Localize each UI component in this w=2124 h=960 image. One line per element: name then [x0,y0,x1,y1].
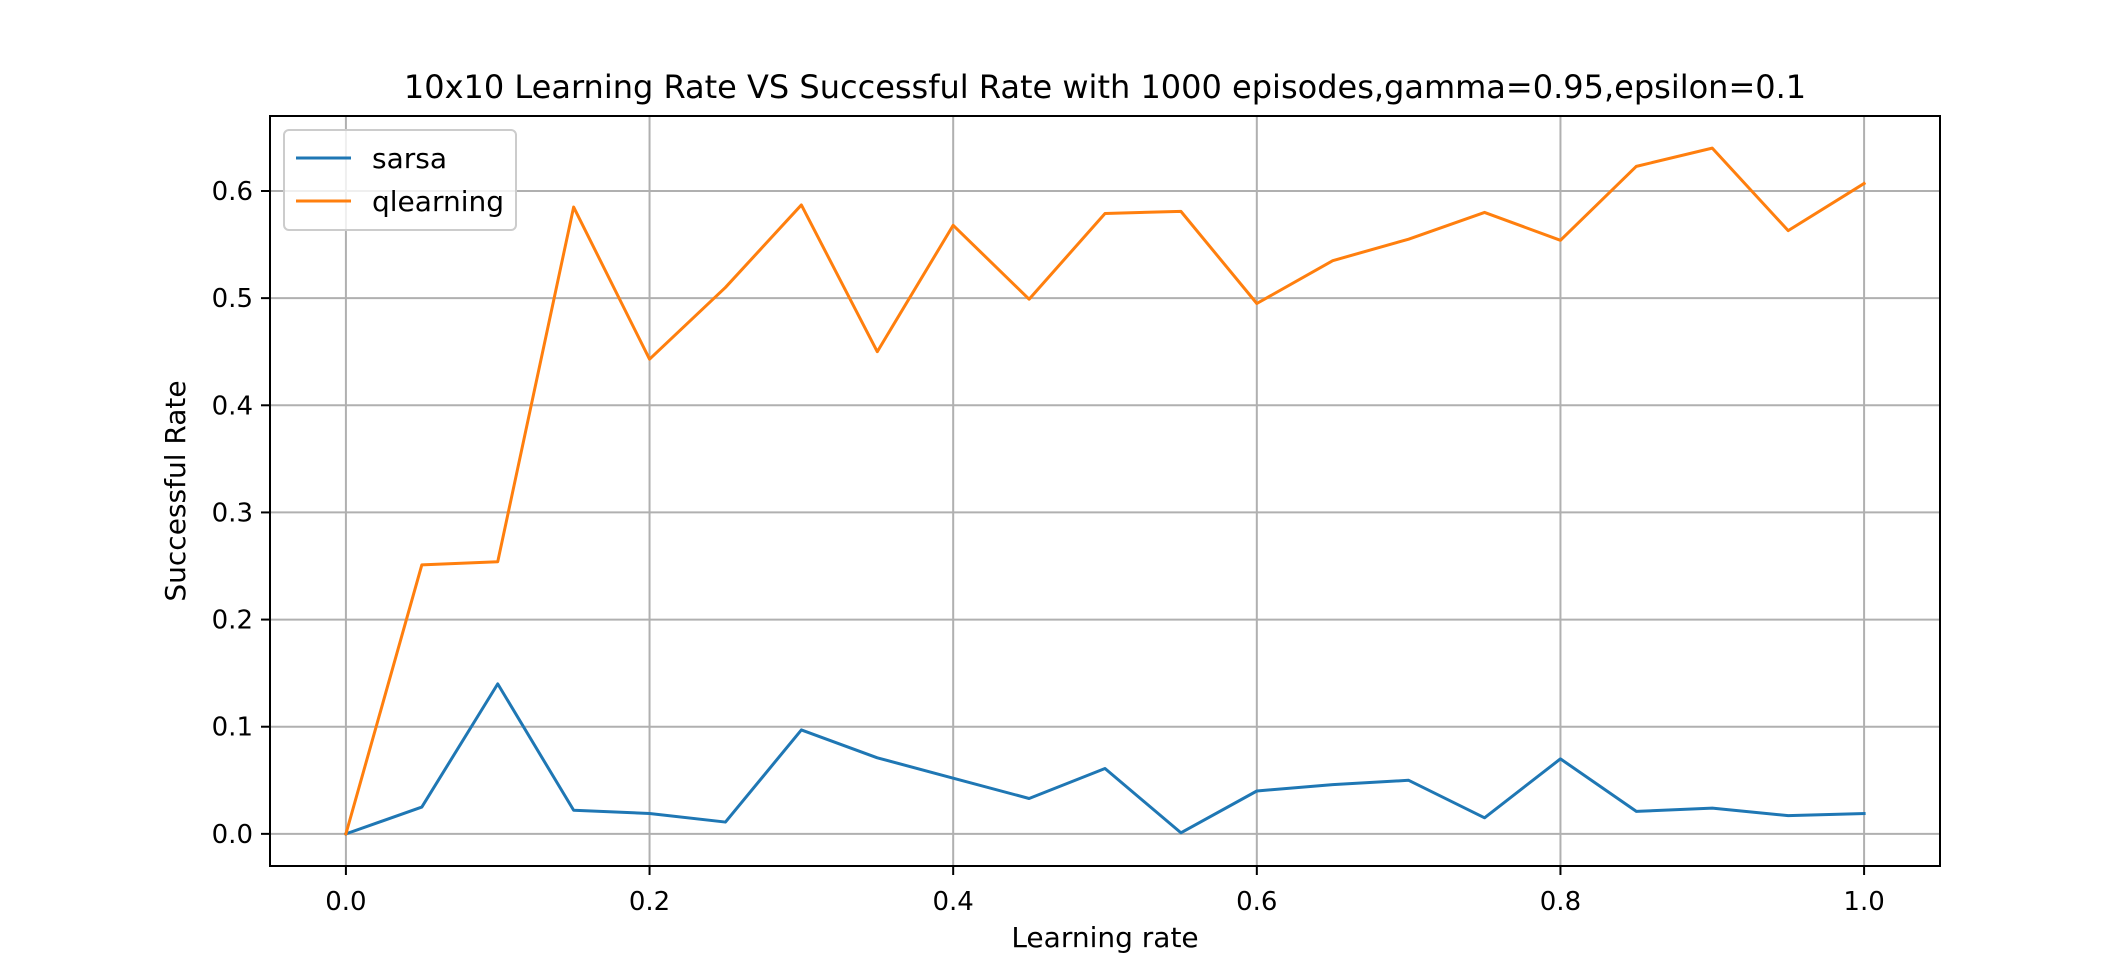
data-point-sarsa-5 [724,821,727,824]
data-point-qlearning-3 [572,206,575,209]
data-point-qlearning-12 [1255,302,1258,305]
axis-ticks: 0.0 0.2 0.4 0.6 0.8 1.0 0.0 0.1 0.2 0.3 0.4 0.5 0.6 [212,177,1885,917]
data-point-qlearning-14 [1407,238,1410,241]
data-point-sarsa-14 [1407,779,1410,782]
data-point-qlearning-9 [1028,298,1031,301]
data-point-qlearning-5 [724,286,727,289]
data-point-sarsa-16 [1559,757,1562,760]
data-point-sarsa-11 [1179,831,1182,834]
y-tick-label-4: 0.4 [212,391,253,421]
data-point-sarsa-13 [1331,783,1334,786]
data-point-sarsa-6 [800,728,803,731]
data-point-qlearning-13 [1331,259,1334,262]
data-point-qlearning-7 [876,350,879,353]
data-point-sarsa-18 [1711,807,1714,810]
data-point-qlearning-1 [420,563,423,566]
legend-entries: sarsa qlearning [296,142,504,218]
y-tick-label-0: 0.0 [212,820,253,850]
data-point-sarsa-20 [1863,812,1866,815]
data-point-sarsa-1 [420,806,423,809]
data-point-sarsa-4 [648,812,651,815]
data-point-sarsa-9 [1028,797,1031,800]
chart-title: 10x10 Learning Rate VS Successful Rate w… [404,68,1806,106]
data-point-qlearning-6 [800,203,803,206]
data-point-sarsa-2 [496,682,499,685]
data-point-qlearning-20 [1863,182,1866,185]
y-tick-label-1: 0.1 [212,713,253,743]
data-point-sarsa-3 [572,809,575,812]
series-lines [343,146,1867,836]
data-point-sarsa-8 [952,777,955,780]
grid-lines [270,116,1940,866]
x-axis-label: Learning rate [1011,921,1198,954]
data-point-sarsa-7 [876,756,879,759]
data-point-qlearning-4 [648,358,651,361]
legend-box [283,129,517,231]
y-tick-label-3: 0.3 [212,498,253,528]
data-point-qlearning-19 [1787,229,1790,232]
data-point-sarsa-15 [1483,816,1486,819]
data-point-qlearning-11 [1179,210,1182,213]
data-point-qlearning-0 [344,832,347,835]
x-tick-label-3: 0.6 [1236,887,1277,917]
y-tick-label-2: 0.2 [212,606,253,636]
x-tick-label-1: 0.2 [629,887,670,917]
y-tick-label-6: 0.6 [212,177,253,207]
data-point-sarsa-19 [1787,814,1790,817]
x-tick-label-5: 1.0 [1843,887,1884,917]
legend-label-sarsa: sarsa [372,142,447,175]
data-point-qlearning-16 [1559,239,1562,242]
data-point-qlearning-17 [1635,165,1638,168]
y-axis-label: Successful Rate [159,380,192,601]
series-line-qlearning [344,146,1867,836]
data-point-qlearning-2 [496,560,499,563]
x-tick-label-0: 0.0 [325,887,366,917]
series-line-sarsa [343,682,1866,836]
data-point-sarsa-17 [1635,810,1638,813]
x-tick-label-2: 0.4 [933,887,974,917]
data-point-sarsa-12 [1255,790,1258,793]
data-point-qlearning-8 [952,224,955,227]
data-point-qlearning-18 [1711,147,1714,150]
plot-frame [269,115,1941,867]
data-point-sarsa-10 [1104,767,1107,770]
legend-label-qlearning: qlearning [372,185,504,218]
y-tick-label-5: 0.5 [212,284,253,314]
x-tick-label-4: 0.8 [1540,887,1581,917]
data-point-qlearning-15 [1483,211,1486,214]
data-point-qlearning-10 [1104,212,1107,215]
legend: sarsa qlearning [283,129,517,231]
